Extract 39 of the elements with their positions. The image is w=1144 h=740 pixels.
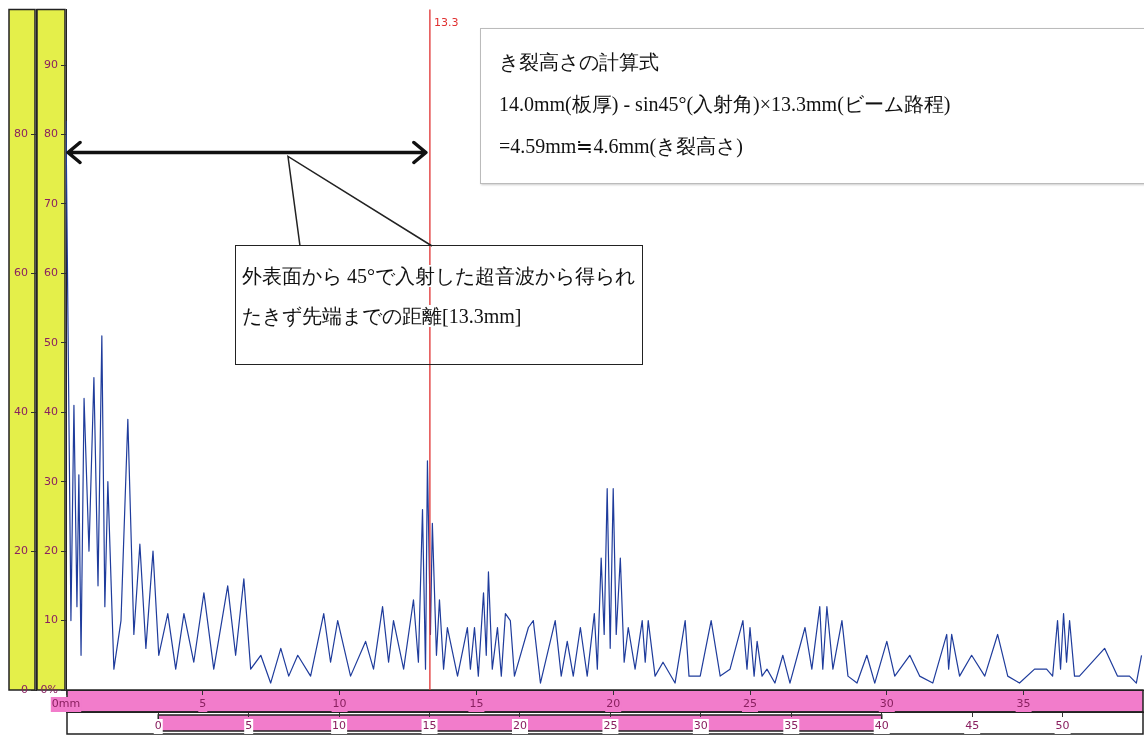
y2-tick-label: 80 xyxy=(14,127,28,141)
x2-tick-label: 15 xyxy=(422,719,437,733)
y-tick-label: 0% xyxy=(40,682,58,696)
y2-tick-label: 60 xyxy=(14,266,28,280)
x-tick-label: 15 xyxy=(469,697,484,711)
x2-tick-label: 45 xyxy=(965,719,980,733)
y-tick-label: 70 xyxy=(44,196,58,210)
annotation: =4.59mm≒4.6mm(き裂高さ) xyxy=(499,134,744,160)
x-tick-label: 35 xyxy=(1016,697,1031,711)
annotation: 外表面から 45°で入射した超音波から得られたきず先端までの距離[13.3mm] xyxy=(242,265,635,327)
x-tick-label: 0mm xyxy=(51,697,81,711)
y2-tick-label: 20 xyxy=(14,544,28,557)
y-tick-label: 10 xyxy=(44,613,58,627)
y2-tick-label: 40 xyxy=(14,405,28,419)
x2-tick-label: 10 xyxy=(332,719,347,733)
annotation: き裂高さの計算式 xyxy=(499,50,660,75)
y-tick-label: 20 xyxy=(44,544,58,557)
y-tick-label: 30 xyxy=(44,474,58,488)
x2-tick-label: 0 xyxy=(154,719,162,733)
y-tick-label: 80 xyxy=(44,127,58,141)
ref-line-label: 13.3 xyxy=(433,15,459,29)
x2-tick-label: 50 xyxy=(1055,719,1070,733)
x2-tick-label: 25 xyxy=(603,719,618,733)
x-tick-label: 30 xyxy=(879,697,894,711)
x2-tick-label: 40 xyxy=(874,719,889,733)
y-tick-label: 90 xyxy=(44,58,58,71)
x2-tick-label: 35 xyxy=(784,719,799,733)
x-tick-label: 5 xyxy=(199,697,207,711)
x2-tick-label: 5 xyxy=(245,719,253,733)
annotation: 14.0mm(板厚) - sin45°(入射角)×13.3mm(ビーム路程) xyxy=(499,92,952,118)
y-tick-label: 40 xyxy=(44,405,58,419)
x2-tick-label: 30 xyxy=(693,719,708,733)
y-tick-label: 50 xyxy=(44,335,58,349)
x-tick-label: 25 xyxy=(743,697,758,711)
y-tick-label: 60 xyxy=(44,266,58,280)
x-tick-label: 10 xyxy=(332,697,347,711)
x-tick-label: 20 xyxy=(606,697,621,711)
x2-tick-label: 20 xyxy=(512,719,527,733)
y2-tick-label: 0 xyxy=(21,682,28,696)
